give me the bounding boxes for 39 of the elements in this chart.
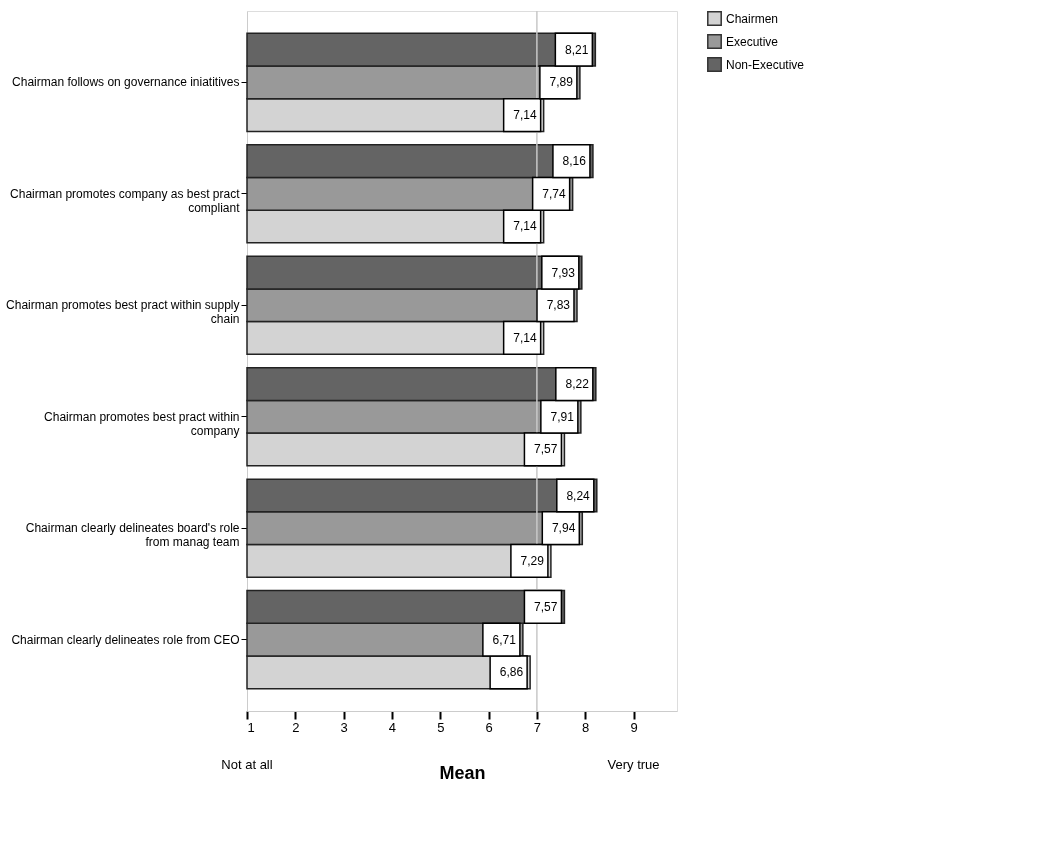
data-label: 7,91 — [550, 409, 575, 424]
x-tick-label: 6 — [485, 719, 493, 735]
legend-label: Chairmen — [726, 11, 779, 26]
x-axis-title: Mean — [439, 762, 486, 783]
y-tick-label: Chairman clearly delineates role from CEO — [11, 632, 240, 647]
data-label: 7,93 — [551, 265, 576, 280]
text: Not at all — [221, 757, 273, 772]
data-label: 8,24 — [566, 488, 591, 503]
x-tick-label: 7 — [533, 719, 541, 735]
y-tick-label: Chairman promotes best pract within supply chain — [6, 298, 240, 327]
data-label: 7,89 — [549, 75, 574, 90]
x-tick-label: 1 — [247, 719, 255, 735]
data-label: 7,29 — [520, 553, 545, 568]
data-label: 7,94 — [551, 521, 576, 536]
data-label: 7,14 — [513, 330, 537, 345]
data-label: 7,57 — [534, 599, 558, 614]
x-tick-label: 8 — [582, 719, 590, 735]
y-tick-label: Chairman clearly delineates board's role from manag team — [25, 521, 240, 550]
legend-label: Non-Executive — [726, 57, 805, 72]
data-label: 7,74 — [542, 186, 566, 201]
data-label: 6,86 — [499, 665, 524, 680]
y-tick-label: Chairman promotes company as best pract compliant — [10, 186, 241, 215]
x-tick-label: 3 — [340, 719, 348, 735]
x-tick-label: 2 — [292, 719, 300, 735]
data-label: 6,71 — [492, 632, 517, 647]
text: Very true — [607, 757, 660, 772]
legend-label: Executive — [726, 34, 779, 49]
x-tick-label: 9 — [630, 719, 638, 735]
data-label: 8,22 — [565, 377, 590, 392]
data-label: 7,57 — [534, 442, 558, 457]
x-tick-label: 5 — [437, 719, 445, 735]
data-label: 8,16 — [562, 154, 587, 169]
data-label: 8,21 — [564, 42, 589, 57]
data-label: 7,14 — [513, 108, 537, 123]
y-tick-label: Chairman follows on governance iniatitives — [12, 75, 240, 90]
y-tick-label: Chairman promotes best pract within company — [44, 409, 240, 438]
data-label: 7,14 — [513, 219, 537, 234]
x-tick-label: 4 — [388, 719, 397, 735]
data-label: 7,83 — [546, 298, 571, 313]
